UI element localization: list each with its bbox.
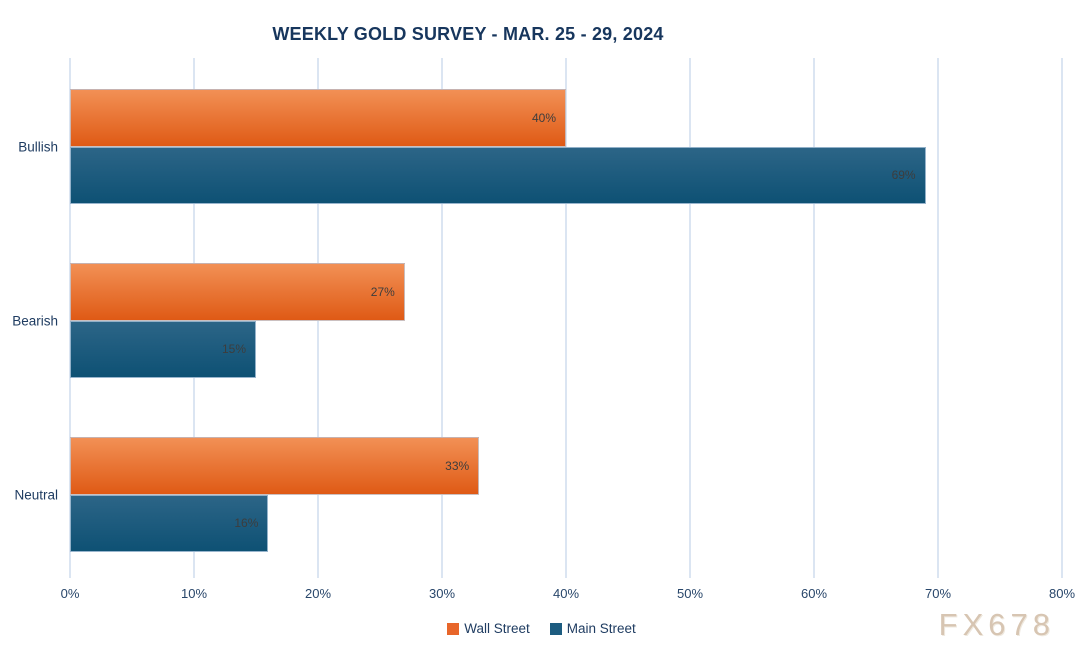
- watermark: FX678: [938, 607, 1055, 642]
- bar-wall-street-neutral: 33%: [70, 437, 480, 495]
- x-tick-label-60pct: 60%: [800, 586, 828, 601]
- x-tick-label-80pct: 80%: [1048, 586, 1076, 601]
- x-tick-label-50pct: 50%: [676, 586, 704, 601]
- bar-value-label-main-street-bullish: 69%: [891, 168, 916, 183]
- bar-wall-street-bearish: 27%: [70, 263, 405, 321]
- x-tick-label-10pct: 10%: [180, 586, 208, 601]
- bar-value-label-wall-street-bearish: 27%: [370, 284, 395, 299]
- x-tick-label-40pct: 40%: [552, 586, 580, 601]
- x-tick-label-20pct: 20%: [304, 586, 332, 601]
- x-tick-label-70pct: 70%: [924, 586, 952, 601]
- legend-item-main-street: Main Street: [549, 621, 636, 636]
- bar-main-street-neutral: 16%: [70, 494, 269, 552]
- bar-value-label-main-street-bearish: 15%: [221, 342, 246, 357]
- bar-main-street-bearish: 15%: [70, 320, 256, 378]
- legend: Wall Street Main Street: [0, 621, 1083, 636]
- bar-value-label-wall-street-neutral: 33%: [445, 458, 470, 473]
- gridline-70pct: [937, 58, 939, 578]
- plot-area: 40% 69% 27% 15% 33% 16%: [69, 58, 1063, 578]
- bar-main-street-bullish: 69%: [70, 146, 926, 204]
- legend-swatch-wall-street: [447, 622, 460, 635]
- bar-value-label-main-street-neutral: 16%: [234, 516, 259, 531]
- legend-label-main-street: Main Street: [566, 621, 636, 636]
- legend-swatch-main-street: [549, 622, 562, 635]
- x-axis: 0% 10% 20% 30% 40% 50% 60% 70% 80%: [61, 586, 1075, 604]
- category-label-neutral: Neutral: [14, 487, 58, 502]
- x-tick-label-0pct: 0%: [60, 586, 80, 601]
- gridline-30pct: [441, 58, 443, 578]
- chart-title: WEEKLY GOLD SURVEY - MAR. 25 - 29, 2024: [272, 24, 664, 44]
- category-axis: Bullish Bearish Neutral: [0, 58, 58, 578]
- category-label-bullish: Bullish: [18, 139, 58, 154]
- gridline-40pct: [565, 58, 567, 578]
- legend-label-wall-street: Wall Street: [464, 621, 530, 636]
- gridline-60pct: [813, 58, 815, 578]
- category-label-bearish: Bearish: [12, 313, 58, 328]
- gridline-50pct: [689, 58, 691, 578]
- bar-wall-street-bullish: 40%: [70, 89, 566, 147]
- gridline-80pct: [1061, 58, 1063, 578]
- legend-item-wall-street: Wall Street: [447, 621, 530, 636]
- x-tick-label-30pct: 30%: [428, 586, 456, 601]
- bar-value-label-wall-street-bullish: 40%: [531, 110, 556, 125]
